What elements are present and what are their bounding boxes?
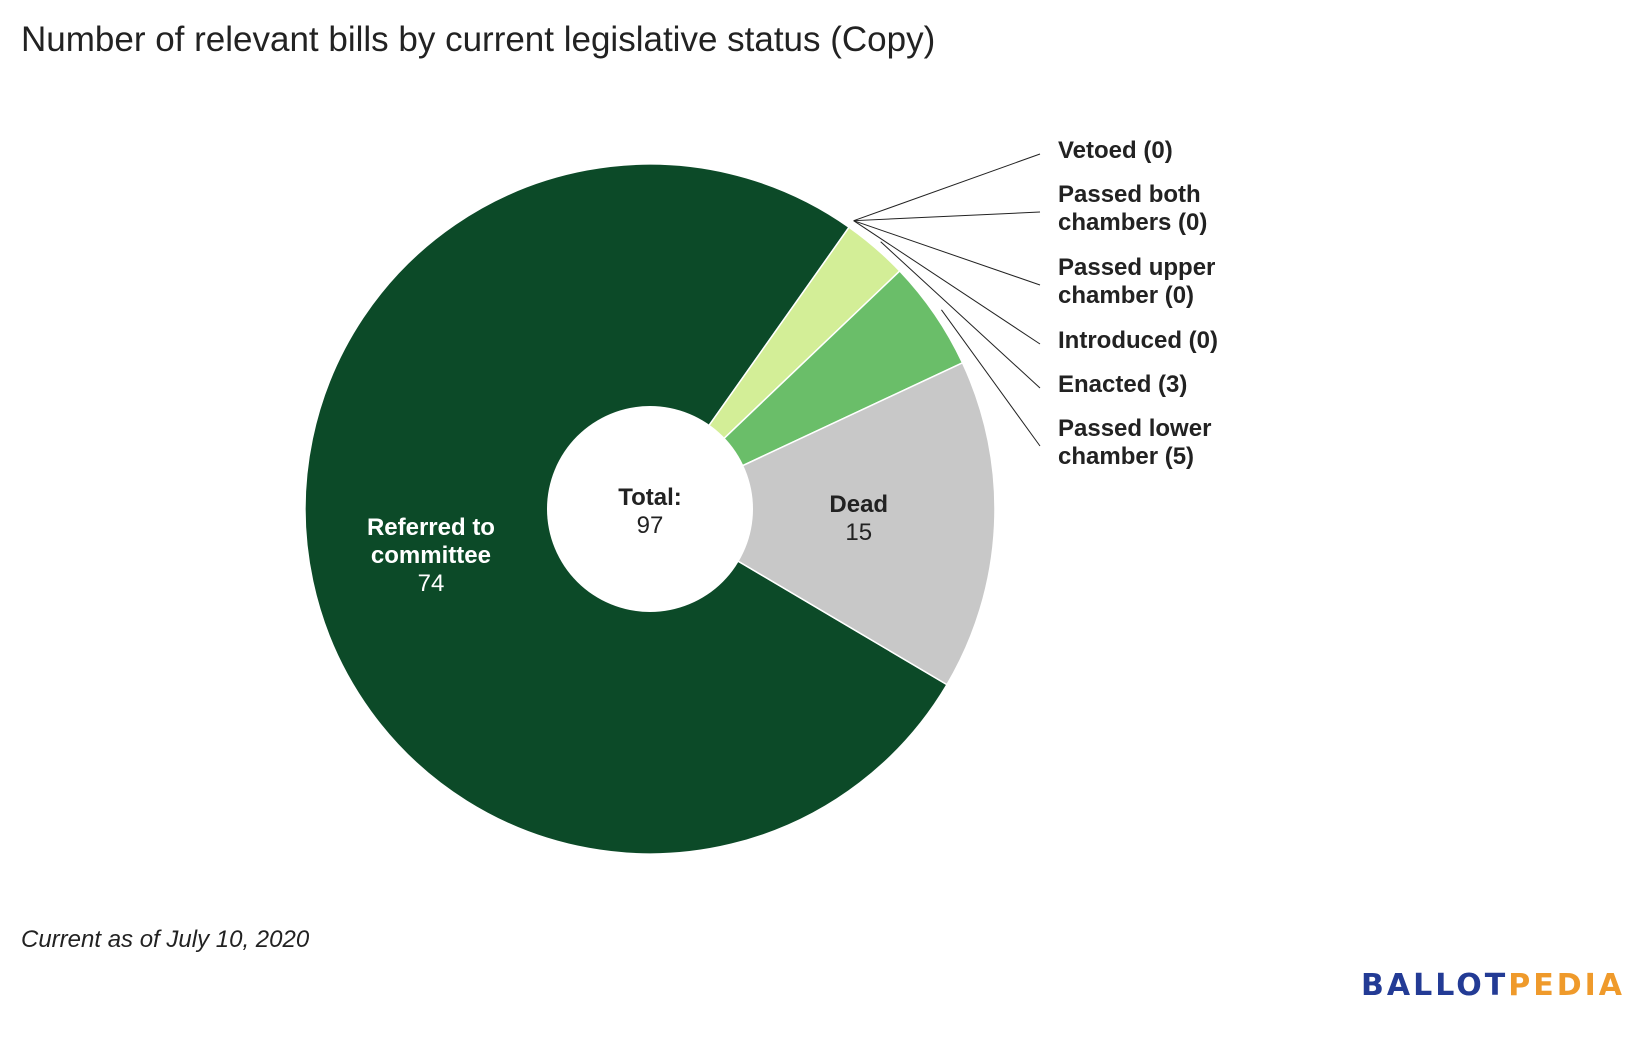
outside-label-passed-both-chambers-line-2: chambers (0) bbox=[1058, 209, 1207, 236]
center-total-value: 97 bbox=[637, 512, 664, 539]
slice-label-referred-to-committee-line-2: committee bbox=[371, 542, 491, 569]
outside-label-passed-lower-chamber-line-1: Passed lower bbox=[1058, 415, 1211, 442]
outside-label-enacted: Enacted (3) bbox=[1058, 371, 1187, 398]
chart-title: Number of relevant bills by current legi… bbox=[21, 20, 936, 59]
leader-line-vetoed bbox=[853, 153, 1041, 222]
footnote: Current as of July 10, 2020 bbox=[21, 926, 310, 953]
logo-part-ballot: BALLOT bbox=[1361, 968, 1509, 1003]
slice-label-dead-line-1: Dead bbox=[829, 491, 888, 518]
leader-line-introduced bbox=[853, 220, 1041, 345]
outside-label-passed-both-chambers-line-1: Passed both bbox=[1058, 181, 1201, 208]
slice-dead bbox=[648, 361, 996, 686]
ballotpedia-logo: BALLOTPEDIA bbox=[1361, 968, 1625, 1003]
slice-value-dead: 15 bbox=[845, 519, 872, 546]
outside-label-passed-lower-chamber-line-2: chamber (5) bbox=[1058, 443, 1194, 470]
slice-value-referred-to-committee: 74 bbox=[418, 570, 445, 597]
center-total-label: Total: bbox=[618, 484, 682, 511]
slice-label-referred-to-committee-line-1: Referred to bbox=[367, 514, 495, 541]
logo-part-pedia: PEDIA bbox=[1508, 968, 1625, 1003]
leader-line-passed-upper-chamber bbox=[853, 220, 1041, 286]
outside-label-passed-upper-chamber-line-2: chamber (0) bbox=[1058, 282, 1194, 309]
leader-line-passed-both-chambers bbox=[853, 211, 1041, 222]
outside-label-vetoed: Vetoed (0) bbox=[1058, 137, 1173, 164]
leader-line-enacted bbox=[880, 241, 1041, 389]
outside-label-introduced: Introduced (0) bbox=[1058, 327, 1218, 354]
donut-hole bbox=[547, 406, 753, 612]
outside-label-passed-upper-chamber-line-1: Passed upper bbox=[1058, 254, 1215, 281]
leader-line-passed-lower-chamber bbox=[941, 309, 1041, 447]
